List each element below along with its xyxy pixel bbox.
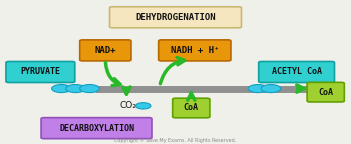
- Circle shape: [248, 85, 268, 93]
- FancyBboxPatch shape: [307, 82, 344, 102]
- Circle shape: [80, 85, 99, 93]
- Text: NADH + H⁺: NADH + H⁺: [171, 46, 219, 55]
- FancyBboxPatch shape: [173, 98, 210, 118]
- FancyBboxPatch shape: [41, 118, 152, 139]
- Text: CoA: CoA: [318, 88, 333, 97]
- Text: DEHYDROGENATION: DEHYDROGENATION: [135, 13, 216, 22]
- Circle shape: [261, 85, 281, 93]
- Text: CO₂: CO₂: [120, 101, 137, 110]
- Text: PYRUVATE: PYRUVATE: [20, 68, 60, 76]
- FancyBboxPatch shape: [6, 61, 75, 83]
- Text: CoA: CoA: [184, 104, 199, 112]
- Text: Copyright © Save My Exams. All Rights Reserved.: Copyright © Save My Exams. All Rights Re…: [114, 137, 237, 143]
- FancyBboxPatch shape: [110, 7, 241, 28]
- Circle shape: [52, 85, 71, 93]
- FancyBboxPatch shape: [159, 40, 231, 61]
- FancyBboxPatch shape: [80, 40, 131, 61]
- Circle shape: [135, 103, 151, 109]
- Circle shape: [66, 85, 85, 93]
- Text: DECARBOXYLATION: DECARBOXYLATION: [59, 124, 134, 133]
- Text: ACETYL CoA: ACETYL CoA: [272, 68, 322, 76]
- FancyBboxPatch shape: [259, 61, 335, 83]
- Text: NAD+: NAD+: [94, 46, 116, 55]
